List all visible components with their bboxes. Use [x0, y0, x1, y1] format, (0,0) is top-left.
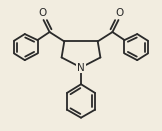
Text: O: O: [115, 8, 123, 18]
Text: N: N: [77, 62, 85, 72]
Text: O: O: [39, 8, 47, 18]
